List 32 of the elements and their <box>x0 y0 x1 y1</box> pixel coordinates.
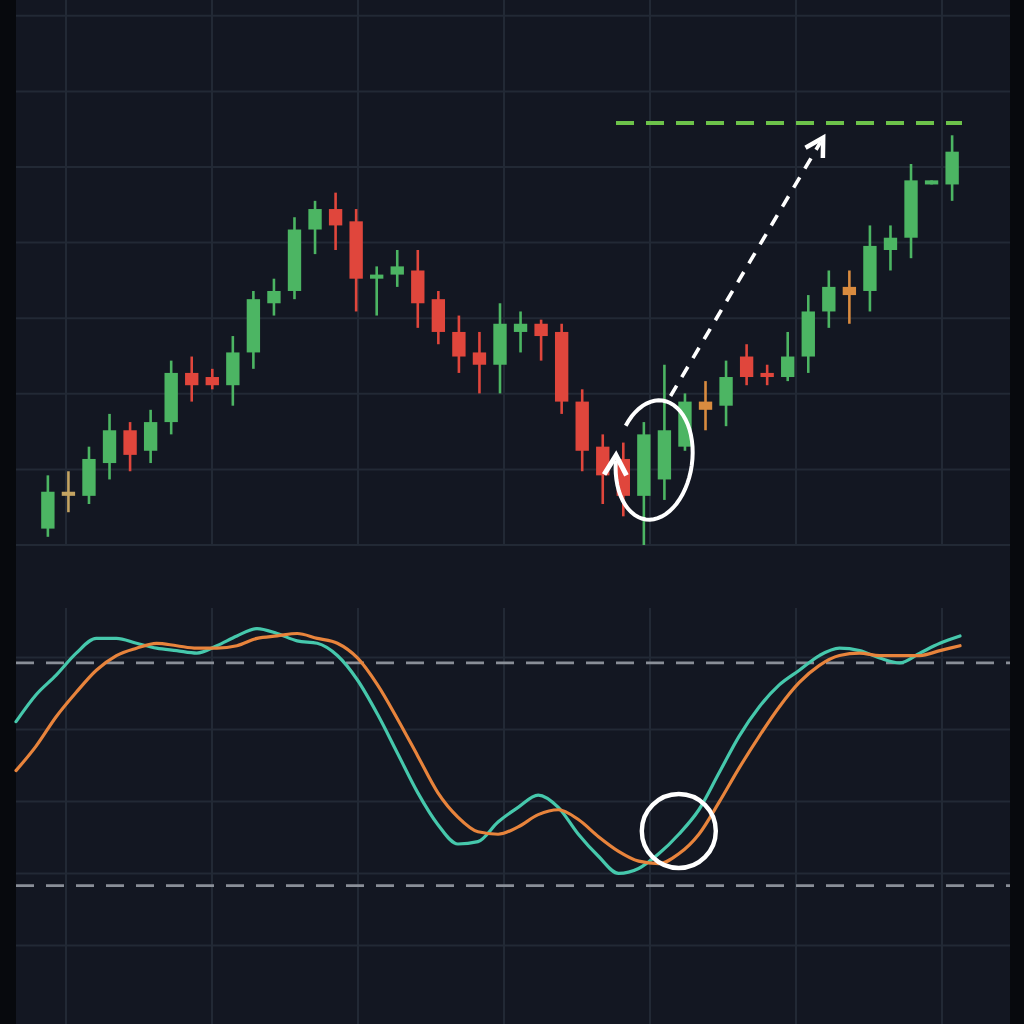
candlestick <box>801 293 815 375</box>
candlestick <box>431 289 446 346</box>
candlestick <box>143 408 158 465</box>
candlestick <box>760 363 774 387</box>
candlestick <box>267 277 281 317</box>
candlestick <box>781 330 795 383</box>
candlestick <box>390 248 404 289</box>
candlestick <box>945 133 959 203</box>
candlestick <box>370 265 384 317</box>
candlestick <box>883 224 898 272</box>
candlestick <box>513 310 528 354</box>
candlestick <box>472 330 487 395</box>
candlestick <box>534 318 548 362</box>
candlestick <box>185 355 199 403</box>
candlestick <box>102 412 117 481</box>
candlestick <box>328 191 343 252</box>
candlestick <box>41 474 55 539</box>
candlestick <box>61 469 76 514</box>
candlestick <box>719 359 733 428</box>
candlestick <box>822 269 836 330</box>
candlestick <box>698 379 713 432</box>
candlestick <box>226 334 240 407</box>
candlestick <box>493 301 507 395</box>
candlestick <box>863 224 877 313</box>
candlestick <box>842 269 857 326</box>
candlestick <box>411 248 425 330</box>
candlestick <box>739 342 754 387</box>
candlestick <box>308 199 322 256</box>
candlestick <box>205 367 219 391</box>
candlestick <box>82 445 96 506</box>
candlestick <box>452 314 466 375</box>
candlestick <box>123 420 137 473</box>
